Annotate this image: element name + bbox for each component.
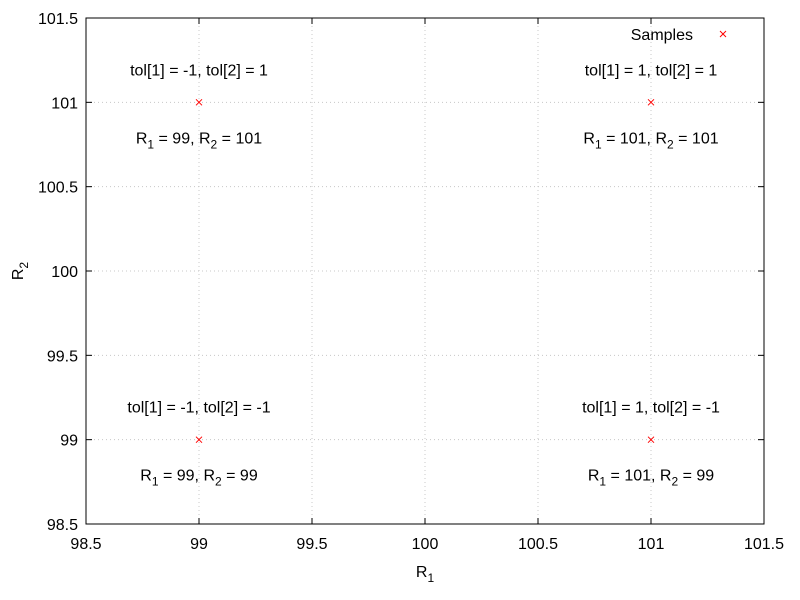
y-tick-label: 100.5 [38,180,78,197]
marker-stroke [719,30,727,38]
data-point [195,436,203,444]
x-axis-label: R1 [416,564,435,585]
y-axis-label: R2 [10,262,31,281]
point-value-label: R1 = 99, R2 = 99 [140,468,258,489]
point-tolerance-label: tol[1] = 1, tol[2] = -1 [582,400,720,417]
y-tick-label: 98.5 [47,517,78,534]
x-tick-label: 101.5 [744,536,784,553]
point-tolerance-label: tol[1] = -1, tol[2] = -1 [127,400,270,417]
legend-marker [719,30,727,38]
point-value-label: R1 = 101, R2 = 99 [588,468,714,489]
point-tolerance-label: tol[1] = -1, tol[2] = 1 [130,62,268,79]
x-tick-label: 101 [638,536,665,553]
y-tick-label: 99.5 [47,348,78,365]
x-tick-label: 99.5 [296,536,327,553]
marker-stroke [195,98,203,106]
y-tick-label: 99 [60,433,78,450]
marker-stroke [647,98,655,106]
x-tick-label: 98.5 [70,536,101,553]
grid [86,18,764,524]
x-tick-label: 100 [412,536,439,553]
data-point [195,98,203,106]
point-value-label: R1 = 99, R2 = 101 [136,130,262,151]
point-value-label: R1 = 101, R2 = 101 [583,130,718,151]
x-tick-label: 100.5 [518,536,558,553]
marker-stroke [647,436,655,444]
y-tick-label: 101 [51,95,78,112]
data-point [647,98,655,106]
legend: Samples [631,27,727,44]
point-tolerance-label: tol[1] = 1, tol[2] = 1 [585,62,718,79]
y-tick-label: 101.5 [38,11,78,28]
data-points: tol[1] = -1, tol[2] = 1 R1 = 99, R2 = 101… [127,62,720,488]
axis-ticks: 98.5 99 99.5 100 100.5 101 101.5 98.5 99 99.5 100 1… [38,11,784,553]
marker-stroke [195,436,203,444]
data-point [647,436,655,444]
legend-label: Samples [631,27,693,44]
x-tick-label: 99 [190,536,208,553]
y-tick-label: 100 [51,264,78,281]
